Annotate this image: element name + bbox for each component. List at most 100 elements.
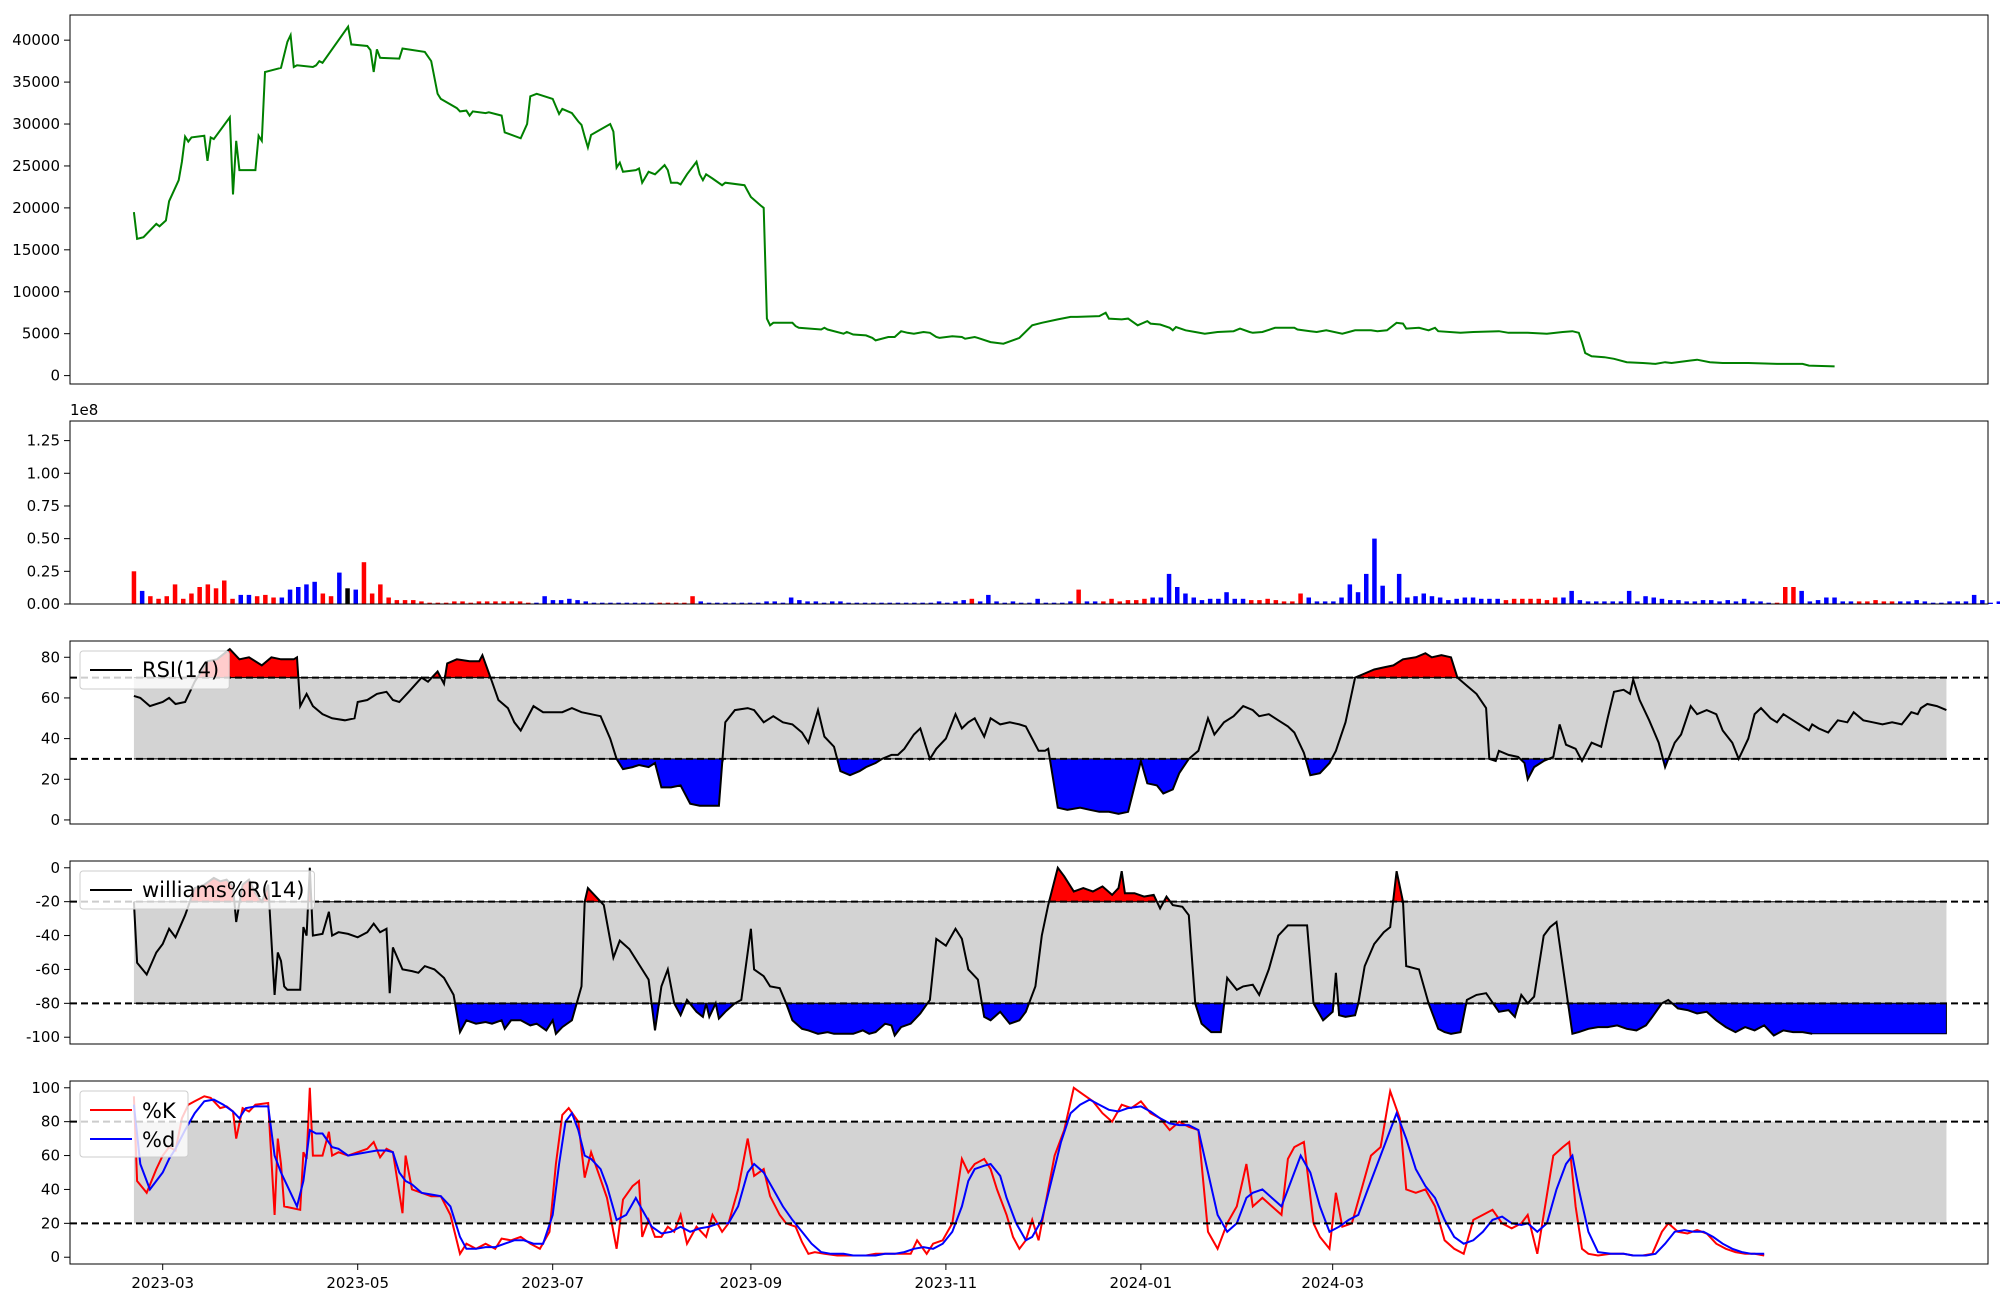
- volume-bar: [1027, 602, 1032, 604]
- volume-panel: 0.00 0.25 0.50 0.75 1.00 1.25 1e8: [27, 401, 2000, 613]
- volume-bar: [1741, 598, 1747, 604]
- volume-bar: [139, 590, 145, 604]
- volume-bar: [1528, 598, 1533, 604]
- volume-bar: [1347, 584, 1353, 604]
- volume-bar: [1166, 573, 1172, 604]
- stoch-levels: [70, 1120, 1988, 1225]
- volume-bar: [1051, 602, 1057, 604]
- volume-bar: [1092, 601, 1098, 604]
- volume-bar: [657, 602, 662, 604]
- volume-bar: [1659, 598, 1665, 604]
- volume-bar: [1273, 600, 1279, 604]
- volume-bar: [854, 602, 860, 604]
- williams-legend-label: williams%R(14): [142, 878, 304, 902]
- volume-bar: [1799, 590, 1804, 604]
- price-yticks: 0 5000 10000 15000 20000 25000 30000 35000 40000: [12, 31, 70, 385]
- williams-frame: [69, 860, 1989, 1045]
- volume-bar: [287, 589, 293, 604]
- price-frame: [69, 14, 1989, 385]
- volume-bar: [337, 572, 342, 604]
- volume-bar: [838, 601, 843, 604]
- rsi-ytick-label: 60: [41, 689, 60, 707]
- volume-bar: [164, 596, 169, 604]
- volume-bar: [788, 597, 794, 604]
- volume-bar: [731, 602, 736, 604]
- volume-ytick-label: 0.00: [27, 595, 60, 613]
- volume-yticks: 0.00 0.25 0.50 0.75 1.00 1.25: [27, 432, 70, 613]
- volume-bar: [312, 581, 317, 604]
- volume-bar: [665, 602, 671, 604]
- volume-bar: [1322, 601, 1328, 604]
- volume-bar: [1413, 596, 1418, 604]
- volume-bar: [1709, 600, 1714, 604]
- volume-bar: [1676, 600, 1681, 604]
- volume-ytick-label: 0.75: [27, 497, 60, 515]
- volume-bar: [1536, 598, 1541, 604]
- volume-bar: [706, 602, 712, 604]
- volume-bar: [1101, 601, 1106, 604]
- volume-bar: [468, 602, 473, 604]
- volume-bar: [238, 594, 243, 604]
- volume-bar: [1018, 602, 1024, 604]
- volume-bar: [1856, 601, 1862, 604]
- stoch-legend-d-label: %d: [142, 1128, 175, 1152]
- price-ytick-label: 35000: [12, 73, 60, 91]
- volume-bar: [443, 602, 449, 604]
- volume-ytick-label: 0.50: [27, 530, 60, 548]
- volume-bar: [1996, 601, 2000, 604]
- volume-bar: [624, 602, 630, 604]
- volume-bar: [1183, 593, 1188, 604]
- volume-bar: [197, 587, 202, 604]
- volume-bar: [1150, 597, 1155, 604]
- volume-bar: [1503, 600, 1509, 604]
- volume-bar: [821, 602, 827, 604]
- volume-bar: [558, 600, 564, 604]
- volume-bar: [1364, 573, 1369, 604]
- volume-bar: [1824, 597, 1829, 604]
- volume-bar: [1651, 597, 1656, 604]
- volume-bar: [493, 601, 498, 604]
- stoch-ytick-label: 20: [41, 1214, 60, 1232]
- volume-bar: [715, 602, 720, 604]
- volume-bar: [1873, 600, 1878, 604]
- volume-bar: [1594, 601, 1599, 604]
- stoch-band: [133, 1121, 1947, 1224]
- volume-bar: [1495, 598, 1500, 604]
- rsi-legend: RSI(14): [79, 650, 230, 690]
- volume-bar: [1840, 601, 1845, 604]
- volume-bar: [345, 588, 350, 604]
- volume-bar: [1199, 600, 1205, 604]
- volume-bar: [304, 584, 309, 604]
- williams-ytick-label: -20: [36, 893, 61, 911]
- volume-bar: [1134, 600, 1139, 604]
- volume-bar: [879, 602, 884, 604]
- volume-bar: [1848, 601, 1854, 604]
- volume-bar: [361, 562, 367, 604]
- volume-bar: [632, 602, 638, 604]
- volume-bar: [1577, 600, 1583, 604]
- volume-bar: [148, 596, 153, 604]
- volume-bar: [945, 602, 950, 604]
- volume-bar: [846, 602, 851, 604]
- x-tick-label: 2024-03: [1301, 1274, 1364, 1292]
- volume-bar: [1733, 601, 1739, 604]
- volume-bar: [1405, 597, 1410, 604]
- volume-bar: [1668, 600, 1673, 604]
- stoch-d-line: [132, 1098, 1765, 1257]
- volume-bar: [1207, 598, 1213, 604]
- volume-bar: [1922, 601, 1928, 604]
- volume-bar: [1832, 597, 1837, 604]
- volume-bar: [1717, 601, 1722, 604]
- volume-bar: [279, 597, 285, 604]
- volume-bar: [805, 601, 810, 604]
- price-ytick-label: 5000: [22, 325, 60, 343]
- volume-bar: [1142, 598, 1147, 604]
- rsi-legend-label: RSI(14): [142, 658, 219, 682]
- rsi-frame: [69, 640, 1989, 825]
- volume-bar: [928, 602, 934, 604]
- volume-bar: [1585, 601, 1591, 604]
- volume-bar: [673, 602, 679, 604]
- volume-bar: [509, 601, 515, 604]
- volume-bar: [1692, 601, 1698, 604]
